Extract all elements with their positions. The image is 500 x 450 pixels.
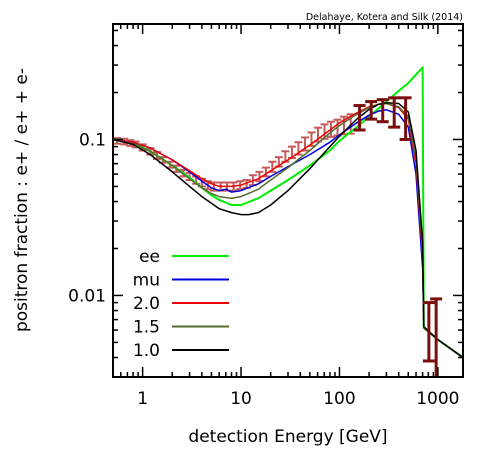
y-tick-label: 0.01 [68,286,106,306]
error-bar [399,96,412,141]
error-bar [365,100,378,121]
series-line-1.5 [113,102,463,359]
x-tick-label: 100 [323,389,355,409]
legend-label-1.5: 1.5 [133,318,160,338]
error-bar [353,104,366,132]
plot-clip-group [113,66,463,377]
error-bar [422,301,435,363]
legend: ee mu 2.0 1.5 1.0 [133,247,229,361]
plot-area [113,66,463,377]
plot-frame [112,23,464,378]
legend-label-2.0: 2.0 [133,294,160,314]
y-tick-label: 0.1 [79,130,106,150]
error-bar [376,98,389,124]
chart-credit: Delahaye, Kotera and Silk (2014) [306,12,463,23]
x-axis-title: detection Energy [GeV] [188,427,387,447]
legend-label-mu: mu [133,271,160,291]
x-tick-label: 10 [230,389,252,409]
axis-ticks [112,24,463,378]
y-axis-title: positron fraction : e+ / e+ + e- [12,68,32,332]
series-line-1.0 [113,101,463,359]
series-line-mu [113,109,463,359]
legend-label-1.0: 1.0 [133,341,160,361]
series-line-ee [113,66,463,359]
error-bar [388,96,401,129]
legend-label-ee: ee [139,247,160,267]
x-tick-label: 1 [137,389,148,409]
x-tick-label: 1000 [416,389,459,409]
data-point [320,123,329,140]
error-bar [430,297,443,377]
tick-labels: 1 10 100 1000 0.01 0.1 [68,130,459,409]
